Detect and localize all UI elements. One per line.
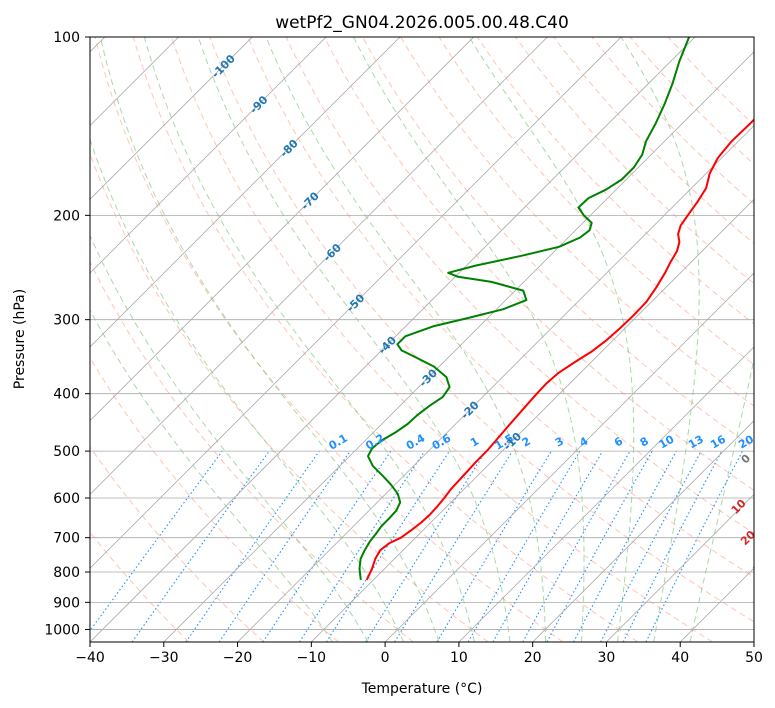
dry-adiabat <box>90 152 489 642</box>
isotherm-line <box>90 37 548 495</box>
y-tick-label: 100 <box>53 30 80 46</box>
mixing-ratio-line <box>90 450 223 632</box>
y-tick-label: 1000 <box>44 622 80 638</box>
dry-adiabat <box>285 37 754 534</box>
y-tick-label: 900 <box>53 595 80 611</box>
x-tick-label: 10 <box>450 650 468 666</box>
y-tick-label: 700 <box>53 531 80 547</box>
dry-adiabat <box>400 37 754 407</box>
moist-adiabat <box>620 37 700 642</box>
x-tick-label: 40 <box>671 650 689 666</box>
plot-frame <box>89 36 755 643</box>
mixing-ratio-line <box>522 450 631 642</box>
y-tick-label: 500 <box>53 444 80 460</box>
mixing-ratio-line <box>262 450 392 642</box>
skewed-isotherms <box>90 37 754 642</box>
moist-adiabat <box>143 37 475 642</box>
isotherm-line <box>163 51 754 642</box>
y-tick-label: 300 <box>53 313 80 329</box>
isotherm-line <box>90 37 401 348</box>
isotherm-line <box>237 125 754 642</box>
moist-adiabat <box>689 356 754 642</box>
x-tick-label: 0 <box>381 650 390 666</box>
moist-adiabat <box>90 308 333 642</box>
y-axis-ticks: 100 200 300 400 500 600 700 800 900 1000 <box>44 30 90 638</box>
dry-adiabat <box>94 37 564 642</box>
moist-adiabat <box>265 37 547 642</box>
moist-adiabat <box>90 234 369 642</box>
isotherm-line <box>90 37 622 569</box>
x-tick-label: −10 <box>297 650 327 666</box>
y-tick-label: 800 <box>53 565 80 581</box>
x-tick-label: 20 <box>524 650 542 666</box>
x-tick-label: 30 <box>598 650 616 666</box>
moist-adiabat <box>90 137 405 642</box>
profile-series <box>358 37 754 581</box>
wetbulb-label: 30 <box>751 556 771 576</box>
mixing-ratio-line <box>645 450 743 642</box>
isotherm-line <box>458 346 754 642</box>
moist-adiabat <box>353 37 585 642</box>
isotherm-line <box>90 37 253 200</box>
temperature-profile-line <box>365 118 754 581</box>
mixing-ratio-label: 20 <box>736 432 756 451</box>
dry-adiabat <box>132 37 639 642</box>
y-tick-label: 400 <box>53 387 80 403</box>
isotherm-line <box>90 37 475 422</box>
dewpoint-profile-line <box>358 37 691 581</box>
chart-title: wetPf2_GN04.2026.005.00.48.C40 <box>275 13 569 33</box>
mixing-ratio-line <box>218 450 351 642</box>
dry-adiabat <box>90 356 339 642</box>
mixing-ratio-line <box>299 450 426 642</box>
dry-adiabat <box>323 37 754 491</box>
isotherm-line <box>90 37 696 642</box>
x-tick-label: −20 <box>223 650 253 666</box>
x-tick-label: −30 <box>149 650 179 666</box>
x-tick-label: 50 <box>745 650 763 666</box>
isotherm-line <box>90 37 327 274</box>
y-axis-label: Pressure (hPa) <box>12 289 28 389</box>
mixing-ratio-line <box>573 450 677 642</box>
moist-adiabat <box>197 37 511 642</box>
mixing-ratio-line <box>185 450 320 642</box>
x-tick-label: −40 <box>75 650 105 666</box>
mixing-ratio-line <box>325 450 450 642</box>
dry-adiabat <box>90 446 265 642</box>
dry-adiabat <box>247 37 754 578</box>
mixing-ratio-lines <box>90 450 743 642</box>
isotherm-line <box>384 272 754 642</box>
x-axis-label: Temperature (°C) <box>361 681 483 697</box>
pressure-gridlines <box>90 37 754 630</box>
isotherm-line <box>606 493 754 642</box>
isotherm-line <box>311 198 754 642</box>
moist-adiabats <box>90 37 754 642</box>
mixing-ratio-line <box>394 450 513 642</box>
mixing-ratio-line <box>546 450 653 642</box>
y-tick-label: 600 <box>53 491 80 507</box>
isotherm-line <box>532 420 754 642</box>
dry-adiabat <box>362 37 754 449</box>
dry-adiabat <box>209 37 754 623</box>
moist-adiabat <box>99 37 440 642</box>
mixing-ratio-line <box>131 450 270 642</box>
x-axis-ticks: −40 −30 −20 −10 0 10 20 30 40 50 <box>75 642 763 666</box>
y-tick-label: 200 <box>53 208 80 224</box>
